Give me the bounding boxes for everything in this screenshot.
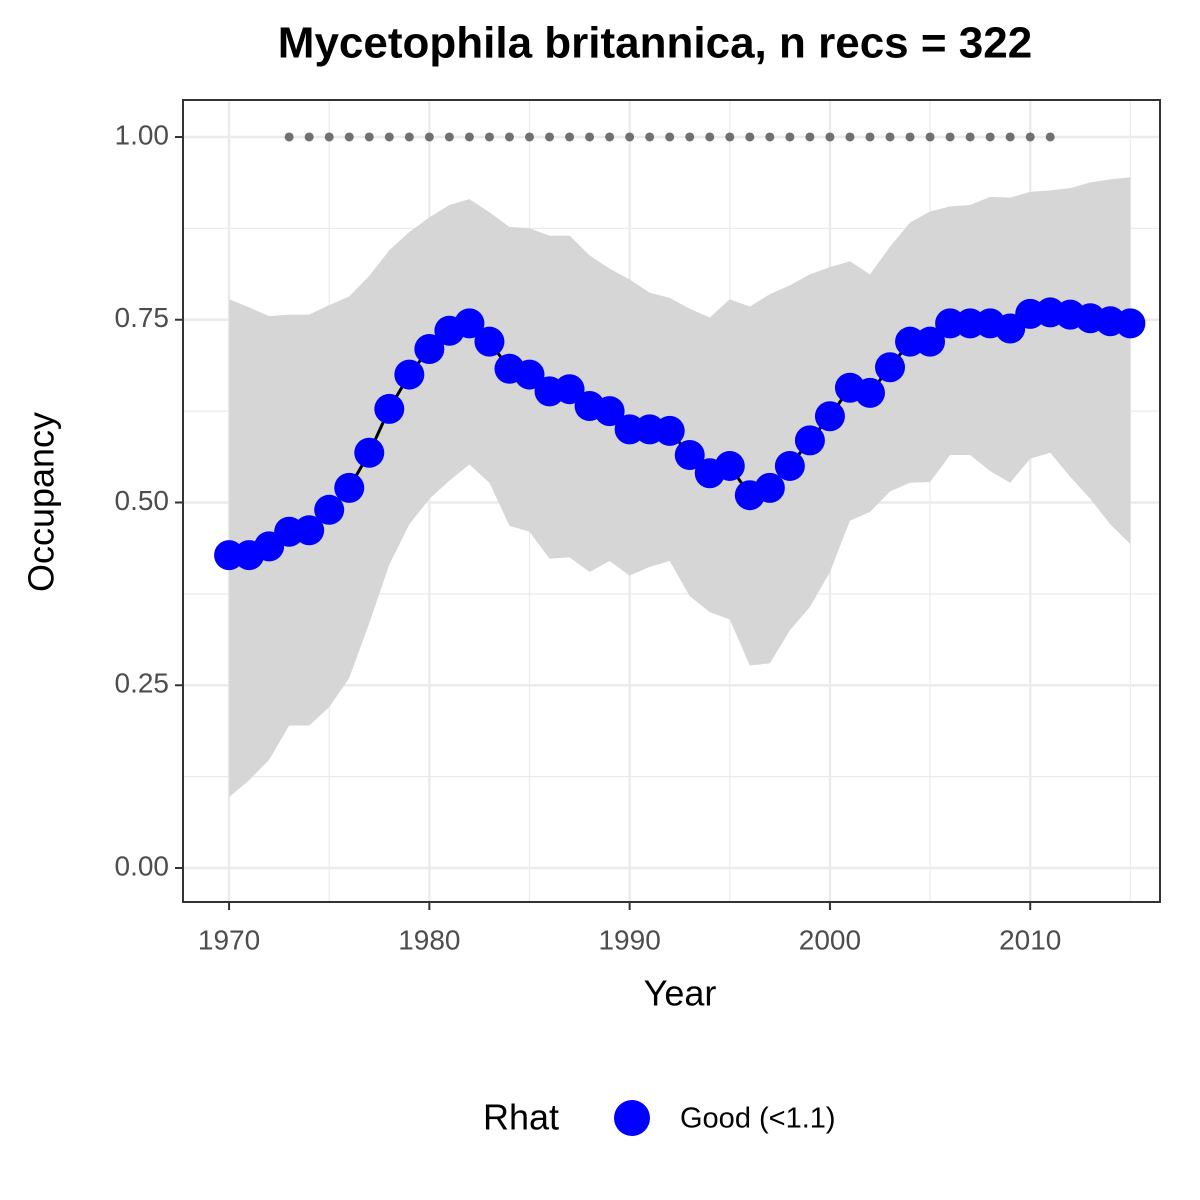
record-dot — [605, 132, 615, 142]
data-point — [915, 326, 946, 357]
y-tick-label: 0.25 — [115, 668, 170, 699]
data-point — [314, 494, 345, 525]
legend-title: Rhat — [483, 1097, 559, 1138]
record-dot — [284, 132, 294, 142]
data-point — [854, 377, 885, 408]
data-point — [374, 393, 405, 424]
record-dot — [304, 132, 314, 142]
data-point — [394, 359, 425, 390]
record-dot — [705, 132, 715, 142]
data-point — [774, 450, 805, 481]
data-point — [714, 450, 745, 481]
record-dot — [364, 132, 374, 142]
data-point — [334, 472, 365, 503]
record-dot — [685, 132, 695, 142]
record-dot — [645, 132, 655, 142]
record-dot — [625, 132, 635, 142]
record-dot — [925, 132, 935, 142]
record-dot — [384, 132, 394, 142]
record-dot — [765, 132, 775, 142]
x-axis-label: Year — [644, 973, 717, 1014]
record-dot — [805, 132, 815, 142]
data-point — [875, 352, 906, 383]
data-point — [514, 359, 545, 390]
record-dot — [865, 132, 875, 142]
record-dot — [545, 132, 555, 142]
record-dot — [885, 132, 895, 142]
record-dot — [905, 132, 915, 142]
record-dot — [845, 132, 855, 142]
legend-label: Good (<1.1) — [680, 1103, 836, 1135]
data-point — [454, 308, 485, 339]
x-tick-label: 1990 — [598, 924, 660, 955]
data-point — [474, 326, 505, 357]
record-dot — [524, 132, 534, 142]
record-dot — [1025, 132, 1035, 142]
x-tick-label: 2000 — [799, 924, 861, 955]
record-dot — [464, 132, 474, 142]
record-dot — [484, 132, 494, 142]
y-tick-label: 1.00 — [115, 119, 170, 150]
y-axis-label: Occupancy — [21, 412, 62, 592]
data-point — [654, 415, 685, 446]
record-dot — [444, 132, 454, 142]
record-dot — [565, 132, 575, 142]
record-dot — [504, 132, 514, 142]
record-dot — [1005, 132, 1015, 142]
record-dot — [404, 132, 414, 142]
record-dot — [665, 132, 675, 142]
record-dot — [945, 132, 955, 142]
data-point — [1115, 308, 1146, 339]
data-point — [814, 401, 845, 432]
record-dot — [785, 132, 795, 142]
chart-title: Mycetophila britannica, n recs = 322 — [278, 19, 1032, 68]
record-dot — [344, 132, 354, 142]
data-point — [594, 396, 625, 427]
x-tick-label: 1980 — [398, 924, 460, 955]
record-dot — [985, 132, 995, 142]
record-dot — [424, 132, 434, 142]
legend-marker — [614, 1100, 650, 1136]
y-tick-label: 0.50 — [115, 485, 170, 516]
y-tick-label: 0.00 — [115, 850, 170, 881]
y-tick-label: 0.75 — [115, 302, 170, 333]
x-tick-label: 2010 — [999, 924, 1061, 955]
record-dot — [965, 132, 975, 142]
plot-area — [214, 132, 1146, 798]
record-dot — [725, 132, 735, 142]
data-point — [674, 439, 705, 470]
record-dot — [585, 132, 595, 142]
record-dot — [1045, 132, 1055, 142]
panel-border — [182, 99, 1161, 903]
record-dot — [825, 132, 835, 142]
data-point — [754, 472, 785, 503]
data-point — [794, 425, 825, 456]
data-point — [554, 374, 585, 405]
record-dot — [745, 132, 755, 142]
data-point — [414, 333, 445, 364]
data-point — [294, 515, 325, 546]
x-tick-label: 1970 — [198, 924, 260, 955]
data-point — [354, 437, 385, 468]
record-dot — [324, 132, 334, 142]
